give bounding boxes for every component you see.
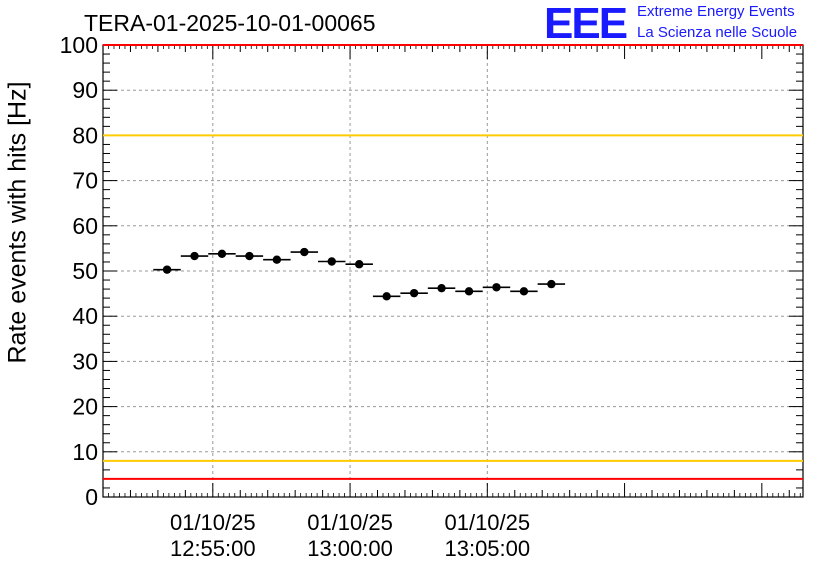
chart-title: TERA-01-2025-10-01-00065 [84, 10, 376, 36]
y-tick-label: 0 [85, 484, 98, 510]
data-point [327, 257, 336, 266]
data-point [519, 287, 529, 296]
data-point [162, 265, 172, 274]
data-point [190, 251, 199, 261]
y-tick-label: 70 [72, 168, 98, 194]
eee-logo: EEE [544, 0, 628, 48]
data-point [245, 251, 254, 261]
y-tick-label: 20 [72, 394, 98, 420]
data-point [547, 279, 556, 289]
x-tick-label: 01/10/25 12:55:00 [133, 510, 293, 562]
y-tick-label: 80 [72, 122, 98, 148]
x-tick-time: 12:55:00 [169, 536, 256, 561]
y-tick-label: 60 [72, 213, 98, 239]
y-axis-label: Rate events with hits [Hz] [3, 81, 32, 364]
y-tick-label: 90 [72, 77, 98, 103]
x-tick-date: 01/10/25 [444, 510, 531, 535]
data-point [382, 292, 391, 301]
data-point [300, 247, 309, 257]
data-point [355, 260, 364, 269]
data-point [409, 288, 419, 298]
data-point [437, 283, 446, 293]
y-tick-label: 100 [60, 32, 98, 58]
x-tick-time: 13:00:00 [307, 536, 393, 561]
data-point [492, 283, 501, 292]
x-tick-label: 01/10/25 13:05:00 [407, 510, 567, 562]
x-tick-date: 01/10/25 [169, 510, 256, 535]
x-tick-time: 13:05:00 [444, 536, 531, 561]
data-point [272, 255, 282, 264]
x-tick-label: 01/10/25 13:00:00 [270, 510, 430, 562]
y-tick-label: 30 [72, 348, 98, 374]
y-tick-label: 50 [72, 258, 98, 284]
data-point [217, 249, 227, 259]
data-point [464, 287, 474, 296]
x-tick-date: 01/10/25 [307, 510, 393, 535]
y-tick-label: 10 [72, 439, 98, 465]
logo-line-1: Extreme Energy Events [637, 3, 795, 20]
logo-line-2: La Scienza nelle Scuole [637, 24, 798, 41]
y-tick-label: 40 [72, 303, 98, 329]
